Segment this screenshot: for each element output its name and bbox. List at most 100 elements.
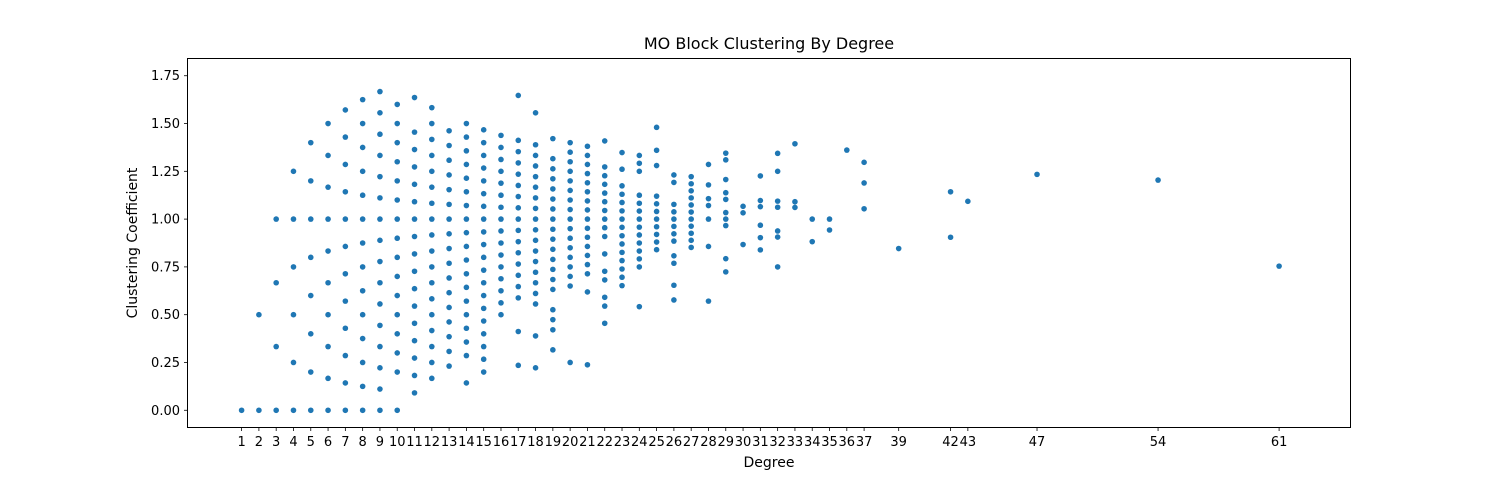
data-point xyxy=(446,260,452,267)
x-tick-label: 37 xyxy=(856,435,873,450)
data-point xyxy=(463,284,470,291)
data-point xyxy=(688,195,694,201)
data-point xyxy=(307,178,314,184)
x-tick-label: 24 xyxy=(631,435,648,450)
x-tick-label: 12 xyxy=(424,435,441,450)
data-point xyxy=(411,216,418,222)
data-point xyxy=(567,206,573,213)
data-point xyxy=(861,159,867,166)
data-point xyxy=(411,372,418,379)
data-point xyxy=(394,139,401,146)
data-point xyxy=(809,216,816,222)
data-point xyxy=(653,223,660,230)
data-point xyxy=(550,286,556,293)
data-point xyxy=(498,300,504,306)
data-point xyxy=(619,257,625,264)
data-point xyxy=(601,303,608,309)
data-point xyxy=(463,380,470,386)
data-point xyxy=(722,176,729,183)
data-point xyxy=(394,311,401,318)
x-tick-label: 6 xyxy=(324,435,332,450)
data-point xyxy=(515,227,522,234)
data-point xyxy=(1155,177,1161,183)
x-tick-label: 47 xyxy=(1029,435,1046,450)
data-point xyxy=(429,327,435,334)
data-point xyxy=(446,157,452,164)
data-point xyxy=(515,137,522,144)
data-point xyxy=(411,320,418,327)
data-point xyxy=(446,289,452,296)
data-point xyxy=(515,216,522,222)
y-axis: 0.00 0.25 0.50 0.75 1.00 1.25 1.50 1.75 xyxy=(151,69,188,419)
data-point xyxy=(463,161,470,168)
data-point xyxy=(584,361,591,368)
data-point xyxy=(532,290,539,297)
data-point xyxy=(653,246,660,253)
data-point xyxy=(342,407,349,414)
data-point xyxy=(480,229,487,235)
data-point xyxy=(532,173,539,180)
data-point xyxy=(636,160,643,167)
data-point xyxy=(463,270,470,277)
data-point xyxy=(342,243,349,250)
data-point xyxy=(671,231,677,237)
data-point xyxy=(601,207,608,214)
data-point xyxy=(325,248,331,254)
data-point xyxy=(584,225,591,232)
data-point xyxy=(532,258,539,265)
data-point xyxy=(463,216,470,222)
data-point xyxy=(567,216,573,222)
x-tick-label: 25 xyxy=(648,435,665,450)
x-tick-label: 9 xyxy=(376,435,384,450)
data-point xyxy=(653,124,660,131)
data-point xyxy=(584,289,591,295)
data-point xyxy=(550,256,556,263)
x-tick-label: 15 xyxy=(475,435,492,450)
data-point xyxy=(273,216,279,222)
data-point xyxy=(429,264,435,270)
data-point xyxy=(446,216,452,222)
data-point xyxy=(480,267,487,273)
y-tick-label: 1.00 xyxy=(151,213,180,228)
x-tick-label: 18 xyxy=(527,435,544,450)
data-point xyxy=(446,201,452,208)
data-point xyxy=(377,195,383,201)
x-tick-label: 43 xyxy=(960,435,977,450)
data-point xyxy=(532,110,539,116)
x-tick-label: 3 xyxy=(272,435,280,450)
data-point xyxy=(636,152,643,159)
data-point xyxy=(584,179,591,186)
x-tick-label: 2 xyxy=(255,435,263,450)
data-point xyxy=(290,359,297,366)
data-point xyxy=(636,303,643,310)
data-point xyxy=(377,131,383,138)
data-point xyxy=(671,282,677,289)
data-point xyxy=(429,136,435,143)
data-point xyxy=(861,180,867,186)
data-point xyxy=(307,254,314,261)
data-point xyxy=(653,239,660,245)
data-point xyxy=(446,172,452,178)
data-point xyxy=(446,348,452,355)
data-point xyxy=(394,273,401,280)
data-point xyxy=(619,224,625,231)
data-point xyxy=(446,275,452,281)
data-point xyxy=(722,216,729,222)
data-point xyxy=(463,148,470,154)
data-point xyxy=(653,193,660,199)
x-axis-label: Degree xyxy=(744,455,795,471)
data-point xyxy=(774,264,781,270)
data-point xyxy=(480,356,487,363)
data-point xyxy=(480,178,487,184)
data-point xyxy=(273,343,279,350)
data-point xyxy=(774,150,781,157)
data-point xyxy=(584,270,591,277)
data-point xyxy=(342,298,349,304)
data-point xyxy=(480,279,487,286)
data-point xyxy=(688,237,694,244)
data-point xyxy=(636,168,643,175)
data-point xyxy=(480,254,487,261)
data-point xyxy=(429,311,435,318)
data-point xyxy=(377,216,383,222)
data-point xyxy=(429,168,435,175)
